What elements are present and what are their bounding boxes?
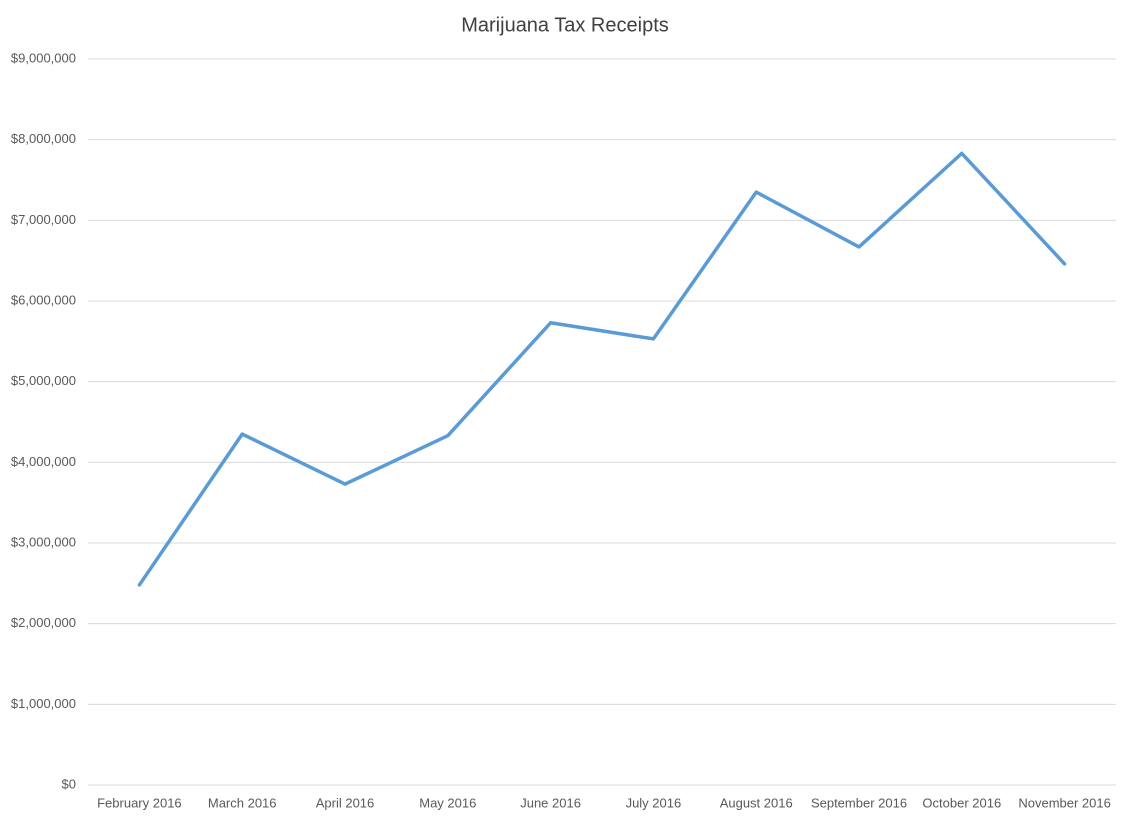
y-tick-label: $2,000,000 — [11, 615, 76, 630]
x-tick-label: July 2016 — [626, 795, 682, 810]
y-tick-label: $5,000,000 — [11, 373, 76, 388]
data-line — [137, 151, 1067, 587]
y-tick-label: $4,000,000 — [11, 454, 76, 469]
x-tick-label: September 2016 — [811, 795, 907, 810]
y-tick-label: $1,000,000 — [11, 696, 76, 711]
y-tick-label: $7,000,000 — [11, 212, 76, 227]
x-tick-label: August 2016 — [720, 795, 793, 810]
x-tick-label: June 2016 — [520, 795, 581, 810]
y-tick-label: $0 — [62, 776, 76, 791]
x-tick-label: May 2016 — [419, 795, 476, 810]
chart-title: Marijuana Tax Receipts — [461, 14, 669, 36]
y-tick-label: $6,000,000 — [11, 292, 76, 307]
x-tick-label: November 2016 — [1018, 795, 1111, 810]
x-tick-label: February 2016 — [97, 795, 182, 810]
y-tick-label: $9,000,000 — [11, 50, 76, 65]
x-tick-label: March 2016 — [208, 795, 277, 810]
y-tick-label: $8,000,000 — [11, 131, 76, 146]
y-tick-label: $3,000,000 — [11, 534, 76, 549]
x-tick-label: April 2016 — [316, 795, 375, 810]
x-tick-label: October 2016 — [922, 795, 1001, 810]
